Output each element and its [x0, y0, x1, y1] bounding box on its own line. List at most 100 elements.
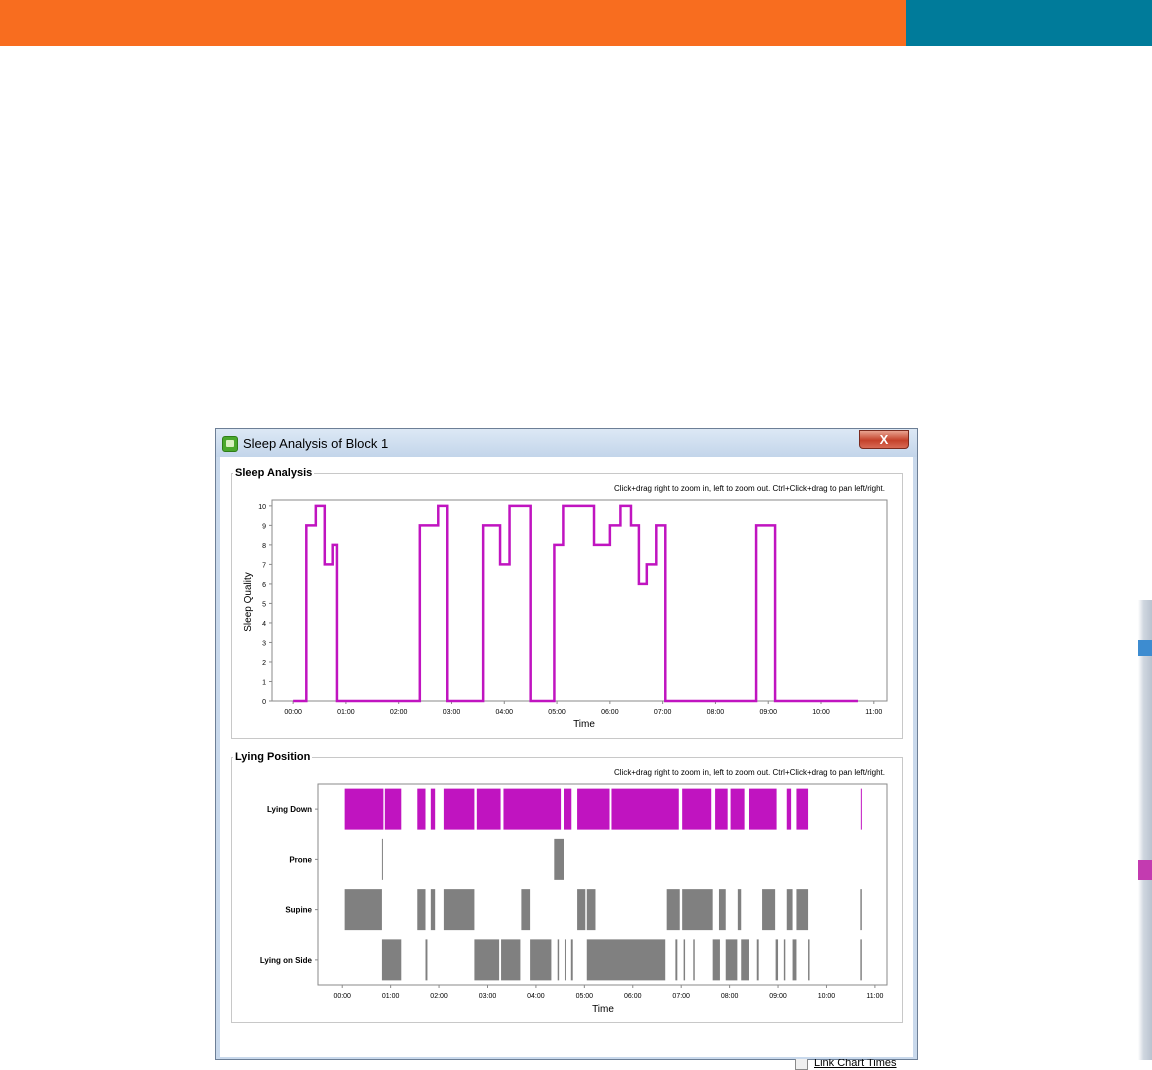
- sleep-quality-chart[interactable]: Click+drag right to zoom in, left to zoo…: [243, 484, 888, 730]
- lying-segment-lying-on-side: [557, 939, 560, 981]
- sleep-x-tick-label: 08:00: [707, 709, 725, 716]
- sleep-y-axis-label: Sleep Quality: [243, 572, 254, 631]
- lying-segment-lying-down: [611, 788, 679, 830]
- lying-position-chart[interactable]: Click+drag right to zoom in, left to zoo…: [260, 768, 888, 1015]
- lying-segment-supine: [718, 889, 726, 931]
- lying-segment-lying-on-side: [530, 939, 552, 981]
- lying-segment-lying-on-side: [725, 939, 738, 981]
- lying-segment-lying-on-side: [586, 939, 666, 981]
- lying-x-tick-label: 09:00: [769, 993, 787, 1000]
- lying-segment-lying-down: [682, 788, 712, 830]
- lying-x-tick-label: 04:00: [527, 993, 545, 1000]
- lying-segment-lying-on-side: [783, 939, 786, 981]
- lying-segment-lying-on-side: [381, 939, 402, 981]
- sleep-x-axis-label: Time: [573, 719, 595, 730]
- lying-chart-hint: Click+drag right to zoom in, left to zoo…: [614, 768, 885, 777]
- lying-x-tick-label: 00:00: [333, 993, 351, 1000]
- lying-position-panel-title: Lying Position: [235, 751, 311, 763]
- lying-segment-lying-on-side: [712, 939, 720, 981]
- lying-segment-supine: [577, 889, 586, 931]
- lying-segment-lying-on-side: [501, 939, 521, 981]
- lying-position-panel: Lying Position: [231, 751, 903, 1023]
- lying-segment-supine: [344, 889, 382, 931]
- sleep-analysis-panel-title: Sleep Analysis: [235, 467, 313, 479]
- lying-segment-lying-on-side: [741, 939, 749, 981]
- sleep-y-tick-label: 6: [262, 582, 266, 589]
- lying-segment-supine: [443, 889, 475, 931]
- lying-segment-lying-down: [730, 788, 745, 830]
- charts-canvas: Click+drag right to zoom in, left to zoo…: [243, 484, 888, 1015]
- sleep-y-tick-label: 3: [262, 640, 266, 647]
- sleep-x-tick-label: 03:00: [443, 709, 461, 716]
- sleep-x-tick-label: 06:00: [601, 709, 619, 716]
- lying-x-tick-label: 06:00: [624, 993, 642, 1000]
- header-band-teal: [906, 0, 1152, 46]
- lying-segment-supine: [666, 889, 680, 931]
- sleep-plot-area[interactable]: [271, 499, 888, 702]
- sleep-x-tick-label: 00:00: [284, 709, 302, 716]
- lying-segment-lying-down: [564, 788, 572, 830]
- lying-segment-prone: [554, 838, 565, 880]
- sleep-x-tick-label: 01:00: [337, 709, 355, 716]
- lying-segment-supine: [521, 889, 531, 931]
- background-window-edge: [1138, 600, 1152, 1060]
- lying-segment-supine: [796, 889, 809, 931]
- lying-segment-lying-on-side: [792, 939, 797, 981]
- window-client-area: Sleep Analysis Lying Position Click+drag…: [220, 457, 913, 1070]
- close-button[interactable]: X: [859, 430, 909, 449]
- lying-segment-lying-on-side: [808, 939, 810, 981]
- sleep-x-tick-label: 05:00: [548, 709, 566, 716]
- lying-segment-supine: [786, 889, 793, 931]
- lying-x-axis-label: Time: [592, 1004, 614, 1015]
- lying-segment-lying-on-side: [564, 939, 566, 981]
- lying-x-tick-label: 07:00: [672, 993, 690, 1000]
- lying-segment-lying-on-side: [570, 939, 573, 981]
- lying-segment-supine: [586, 889, 596, 931]
- lying-segment-lying-down: [796, 788, 809, 830]
- sleep-y-tick-label: 8: [262, 543, 266, 550]
- lying-segment-lying-down: [384, 788, 402, 830]
- sleep-x-tick-label: 10:00: [812, 709, 830, 716]
- lying-segment-lying-on-side: [693, 939, 695, 981]
- lying-x-tick-label: 05:00: [576, 993, 594, 1000]
- lying-x-tick-label: 02:00: [430, 993, 448, 1000]
- lying-segment-lying-down: [344, 788, 384, 830]
- lying-segment-lying-down: [860, 788, 862, 830]
- lying-segment-supine: [860, 889, 862, 931]
- sleep-analysis-window: Sleep Analysis of Block 1 X Sleep Analys…: [215, 428, 918, 1070]
- lying-x-tick-label: 01:00: [382, 993, 400, 1000]
- lying-category-label: Lying on Side: [260, 956, 313, 965]
- window-bottom-edge: [220, 1057, 913, 1059]
- lying-segment-lying-down: [577, 788, 610, 830]
- window-titlebar[interactable]: Sleep Analysis of Block 1 X: [216, 429, 917, 457]
- lying-category-label: Prone: [289, 855, 312, 864]
- sleep-x-tick-label: 11:00: [865, 709, 882, 716]
- lying-segment-lying-on-side: [860, 939, 862, 981]
- sleep-y-tick-label: 9: [262, 523, 266, 530]
- lying-segment-supine: [430, 889, 436, 931]
- sleep-x-tick-label: 02:00: [390, 709, 408, 716]
- lying-segment-supine: [682, 889, 713, 931]
- sleep-y-tick-label: 2: [262, 660, 266, 667]
- lying-x-tick-label: 11:00: [866, 993, 883, 1000]
- sleep-y-tick-label: 5: [262, 601, 266, 608]
- lying-segment-lying-down: [430, 788, 436, 830]
- sleep-y-tick-label: 0: [262, 699, 266, 706]
- lying-segment-supine: [762, 889, 776, 931]
- sleep-y-tick-label: 1: [262, 679, 266, 686]
- lying-segment-supine: [737, 889, 742, 931]
- lying-segment-lying-down: [503, 788, 562, 830]
- lying-segment-lying-down: [748, 788, 777, 830]
- lying-segment-prone: [381, 838, 383, 880]
- lying-x-tick-label: 10:00: [818, 993, 836, 1000]
- sleep-x-tick-label: 09:00: [759, 709, 777, 716]
- lying-x-tick-label: 08:00: [721, 993, 739, 1000]
- sleep-y-tick-label: 10: [258, 504, 266, 511]
- lying-category-label: Supine: [285, 906, 312, 915]
- lying-segment-lying-down: [417, 788, 426, 830]
- lying-x-tick-label: 03:00: [479, 993, 497, 1000]
- lying-segment-lying-down: [715, 788, 728, 830]
- lying-segment-supine: [417, 889, 426, 931]
- sleep-chart-hint: Click+drag right to zoom in, left to zoo…: [614, 484, 885, 493]
- lying-segment-lying-on-side: [675, 939, 678, 981]
